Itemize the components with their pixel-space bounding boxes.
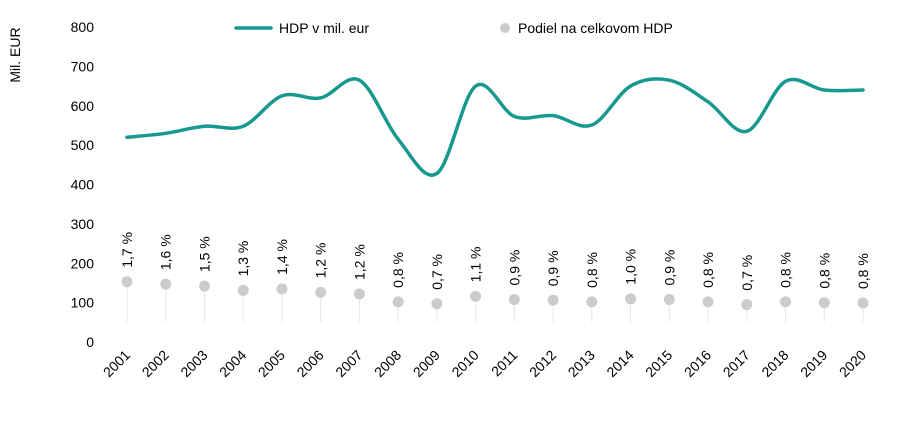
x-tick-label: 2003 <box>177 347 210 380</box>
x-tick-label: 2005 <box>255 347 288 380</box>
data-label: 1,0 % <box>623 249 639 285</box>
scatter-points <box>121 276 869 311</box>
series-line-hdp <box>125 77 865 177</box>
scatter-point <box>353 288 365 300</box>
y-tick-label: 700 <box>71 58 95 74</box>
x-axis-ticks: 2001 2002 2003 2004 2005 2006 2007 2008 2009 2010… <box>100 347 869 380</box>
scatter-point <box>586 296 598 308</box>
y-tick-label: 400 <box>71 177 95 193</box>
data-label: 0,8 % <box>855 253 871 289</box>
data-label: 0,8 % <box>390 252 406 288</box>
data-label: 0,9 % <box>506 250 522 286</box>
data-label: 1,2 % <box>313 243 329 279</box>
legend-label-podiel: Podiel na celkovom HDP <box>518 20 673 36</box>
scatter-point <box>741 299 753 311</box>
x-tick-label: 2002 <box>139 347 172 380</box>
x-tick-label: 2008 <box>371 347 404 380</box>
data-label: 1,6 % <box>158 234 174 270</box>
x-tick-label: 2009 <box>410 347 443 380</box>
data-labels: 1,7 % 1,6 % 1,5 % 1,3 % 1,4 % 1,2 % 1,2 % 0,8 %… <box>119 232 871 291</box>
x-tick-label: 2012 <box>526 347 559 380</box>
scatter-point <box>663 293 675 305</box>
data-label: 1,1 % <box>468 247 484 283</box>
scatter-point <box>431 298 443 310</box>
y-axis-title: Mil. EUR <box>7 27 23 82</box>
data-label: 0,7 % <box>739 255 755 291</box>
scatter-point <box>276 283 288 295</box>
data-label: 0,7 % <box>429 254 445 290</box>
x-tick-label: 2016 <box>681 347 714 380</box>
x-tick-label: 2018 <box>758 347 791 380</box>
scatter-point <box>508 293 520 305</box>
scatter-point <box>237 284 249 296</box>
data-label: 0,8 % <box>816 253 832 289</box>
legend-label-hdp: HDP v mil. eur <box>279 20 369 36</box>
x-tick-label: 2020 <box>836 347 869 380</box>
scatter-point <box>625 293 637 305</box>
x-tick-label: 2001 <box>100 347 133 380</box>
y-tick-label: 0 <box>86 334 94 350</box>
x-tick-label: 2010 <box>448 347 481 380</box>
data-label: 1,5 % <box>196 236 212 272</box>
scatter-point <box>198 280 210 292</box>
x-tick-label: 2014 <box>603 347 636 380</box>
legend-dot-swatch <box>500 23 510 33</box>
scatter-point <box>857 297 869 309</box>
y-tick-label: 200 <box>71 255 95 271</box>
scatter-point <box>160 278 172 290</box>
x-tick-label: 2017 <box>720 347 753 380</box>
scatter-point <box>470 290 482 302</box>
x-tick-label: 2011 <box>488 347 521 380</box>
y-tick-label: 100 <box>71 295 95 311</box>
x-tick-label: 2013 <box>565 347 598 380</box>
y-axis-ticks: 0 100 200 300 400 500 600 700 800 <box>71 19 95 350</box>
x-tick-label: 2006 <box>293 347 326 380</box>
y-tick-label: 800 <box>71 19 95 35</box>
data-label: 0,8 % <box>778 252 794 288</box>
scatter-point <box>315 286 327 298</box>
legend: HDP v mil. eur Podiel na celkovom HDP <box>234 20 673 36</box>
scatter-point <box>547 294 559 306</box>
y-tick-label: 300 <box>71 216 95 232</box>
y-tick-label: 500 <box>71 137 95 153</box>
x-tick-label: 2015 <box>642 347 675 380</box>
y-tick-label: 600 <box>71 98 95 114</box>
data-label: 1,2 % <box>351 244 367 280</box>
y-axis-title-group: Mil. EUR <box>7 27 23 82</box>
x-tick-label: 2004 <box>216 347 249 380</box>
x-tick-label: 2019 <box>797 347 830 380</box>
scatter-point <box>702 296 714 308</box>
data-label: 1,7 % <box>119 232 135 268</box>
data-label: 0,9 % <box>661 250 677 286</box>
data-label: 1,3 % <box>235 241 251 277</box>
scatter-point <box>392 296 404 308</box>
x-tick-label: 2007 <box>332 347 365 380</box>
scatter-point <box>818 297 830 309</box>
data-label: 0,9 % <box>545 250 561 286</box>
scatter-point <box>121 276 133 288</box>
scatter-point <box>780 296 792 308</box>
data-label: 0,8 % <box>584 252 600 288</box>
data-label: 1,4 % <box>274 239 290 275</box>
data-label: 0,8 % <box>700 252 716 288</box>
